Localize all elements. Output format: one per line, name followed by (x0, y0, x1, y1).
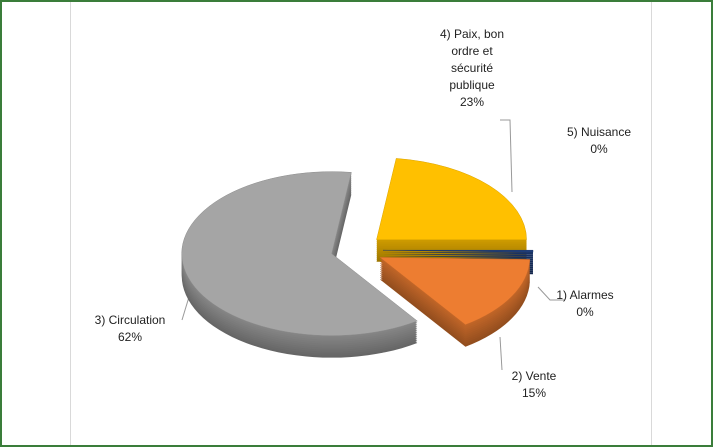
label-value: 23% (459, 95, 485, 109)
plot-area (70, 2, 652, 445)
slice (379, 257, 531, 326)
label-name: 4) Paix, bon ordre et sécurité publique (439, 27, 505, 92)
data-label: 3) Circulation 62% (85, 312, 175, 346)
leader-line (499, 336, 503, 371)
leader-line (500, 119, 513, 193)
slice (181, 171, 418, 336)
label-value: 15% (521, 386, 547, 400)
label-name: 2) Vente (511, 369, 557, 383)
label-value: 0% (576, 305, 594, 319)
label-name: 5) Nuisance (566, 125, 632, 139)
label-value: 62% (117, 330, 143, 344)
slice-side-layer (382, 254, 533, 257)
label-value: 0% (590, 142, 608, 156)
slice (376, 158, 527, 240)
slice-side-layer (382, 252, 533, 255)
data-label: 1) Alarmes 0% (550, 287, 620, 321)
data-label: 5) Nuisance 0% (559, 124, 639, 158)
slice-side-layer (382, 256, 533, 259)
label-name: 1) Alarmes (556, 288, 614, 302)
slice (382, 249, 534, 253)
data-label: 4) Paix, bon ordre et sécurité publique 2… (432, 26, 512, 111)
label-name: 3) Circulation (94, 313, 166, 327)
data-label: 2) Vente 15% (499, 368, 569, 402)
leader-line (537, 286, 565, 301)
